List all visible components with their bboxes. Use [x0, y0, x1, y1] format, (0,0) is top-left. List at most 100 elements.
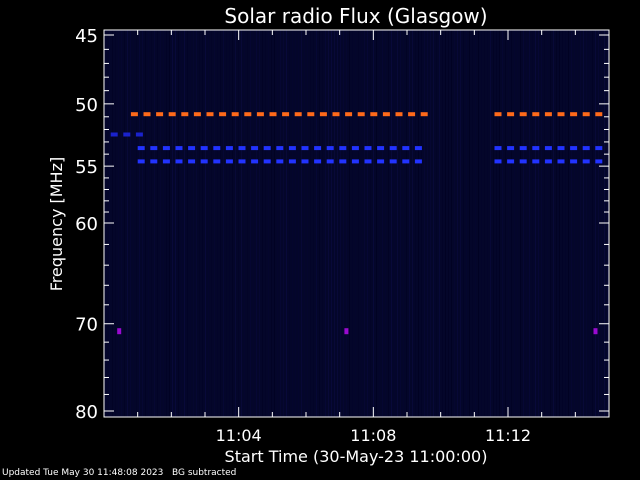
noise-column — [334, 30, 335, 417]
noise-column — [151, 30, 152, 417]
band-1-dash — [414, 146, 422, 151]
band-2-dash — [364, 159, 372, 164]
band-1-dash — [150, 146, 158, 151]
footer-status: Updated Tue May 30 11:48:08 2023 BG subt… — [2, 468, 236, 478]
noise-column — [505, 30, 506, 417]
signal-spot — [344, 328, 349, 335]
noise-column — [472, 30, 473, 417]
noise-column — [361, 30, 362, 417]
band-1-dash — [595, 146, 603, 151]
band-0-dash — [570, 112, 578, 117]
noise-column — [448, 30, 449, 417]
noise-column — [277, 30, 278, 417]
band-2-dash — [288, 159, 296, 164]
band-0-dash — [282, 112, 290, 117]
y-tick-label: 70 — [75, 315, 98, 336]
noise-column — [577, 30, 578, 417]
band-2-dash — [188, 159, 196, 164]
band-0-dash — [269, 112, 277, 117]
noise-column — [163, 30, 164, 417]
band-0-dash — [143, 112, 151, 117]
band-1-dash — [225, 146, 233, 151]
noise-column — [115, 30, 116, 417]
noise-column — [400, 30, 401, 417]
noise-column — [379, 30, 380, 417]
band-2-dash — [414, 159, 422, 164]
band-1-dash — [175, 146, 183, 151]
band-0-dash — [507, 112, 515, 117]
noise-column — [295, 30, 296, 417]
band-1-dash — [276, 146, 284, 151]
noise-column — [316, 30, 317, 417]
noise-column — [265, 30, 266, 417]
band-1-dash — [507, 146, 515, 151]
noise-column — [178, 30, 179, 417]
y-tick-label: 55 — [75, 157, 98, 178]
noise-column — [463, 30, 464, 417]
noise-column — [391, 30, 392, 417]
updated-timestamp: Updated Tue May 30 11:48:08 2023 — [2, 468, 164, 478]
band-3-dash — [110, 132, 118, 137]
noise-column — [532, 30, 533, 417]
noise-column — [202, 30, 203, 417]
noise-column — [544, 30, 545, 417]
band-0-dash — [557, 112, 565, 117]
band-3-dash — [123, 132, 131, 137]
noise-column — [469, 30, 470, 417]
noise-column — [538, 30, 539, 417]
band-2-dash — [150, 159, 158, 164]
band-0-dash — [544, 112, 552, 117]
noise-column — [352, 30, 353, 417]
noise-column — [142, 30, 143, 417]
noise-column — [259, 30, 260, 417]
band-1-dash — [238, 146, 246, 151]
noise-column — [310, 30, 311, 417]
band-0-dash — [168, 112, 176, 117]
noise-column — [595, 30, 596, 417]
noise-column — [124, 30, 125, 417]
noise-column — [475, 30, 476, 417]
band-1-dash — [301, 146, 309, 151]
noise-column — [232, 30, 233, 417]
noise-column — [229, 30, 230, 417]
noise-column — [565, 30, 566, 417]
band-2-dash — [314, 159, 322, 164]
plot-area — [104, 30, 609, 417]
noise-column — [430, 30, 431, 417]
noise-column — [184, 30, 185, 417]
noise-column — [418, 30, 419, 417]
band-2-dash — [494, 159, 502, 164]
noise-column — [445, 30, 446, 417]
band-1-dash — [364, 146, 372, 151]
noise-column — [274, 30, 275, 417]
band-1-dash — [326, 146, 334, 151]
band-2-dash — [544, 159, 552, 164]
chart-title: Solar radio Flux (Glasgow) — [224, 4, 487, 28]
noise-column — [331, 30, 332, 417]
y-tick-label: 80 — [75, 402, 98, 423]
band-2-dash — [507, 159, 515, 164]
band-0-dash — [156, 112, 164, 117]
noise-column — [241, 30, 242, 417]
noise-column — [127, 30, 128, 417]
band-0-dash — [181, 112, 189, 117]
noise-column — [301, 30, 302, 417]
band-2-dash — [200, 159, 208, 164]
band-0-dash — [307, 112, 315, 117]
band-1-dash — [582, 146, 590, 151]
noise-column — [319, 30, 320, 417]
band-0-dash — [395, 112, 403, 117]
noise-column — [289, 30, 290, 417]
noise-column — [166, 30, 167, 417]
noise-column — [511, 30, 512, 417]
band-0-dash — [420, 112, 428, 117]
noise-column — [247, 30, 248, 417]
noise-column — [169, 30, 170, 417]
band-2-dash — [225, 159, 233, 164]
noise-column — [223, 30, 224, 417]
noise-column — [424, 30, 425, 417]
noise-column — [130, 30, 131, 417]
noise-column — [520, 30, 521, 417]
x-axis-label: Start Time (30-May-23 11:00:00) — [225, 447, 488, 466]
x-tick-label: 11:08 — [350, 426, 396, 445]
